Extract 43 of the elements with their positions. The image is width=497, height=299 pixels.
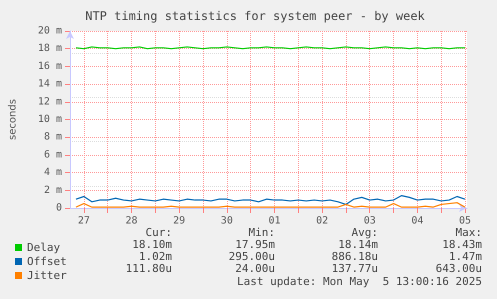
y-tick-label: 2 m bbox=[44, 184, 62, 196]
text: 643.00u bbox=[436, 262, 482, 275]
y-tick-label: 4 m bbox=[44, 167, 62, 178]
chart-title: NTP timing statistics for system peer - by week bbox=[85, 9, 426, 23]
legend-label: Offset bbox=[27, 255, 67, 268]
x-tick-label: 02 bbox=[316, 216, 328, 226]
text: Cur: bbox=[146, 226, 172, 239]
x-tick-label: 05 bbox=[458, 216, 472, 226]
text: Avg: bbox=[352, 226, 378, 239]
line-series bbox=[75, 195, 466, 206]
x-tick-label: 03 bbox=[364, 216, 376, 226]
legend-label: Jitter bbox=[27, 269, 68, 282]
text: 137.77u bbox=[332, 262, 378, 275]
x-tick-label: 27 bbox=[78, 216, 90, 226]
x-tick-label: 30 bbox=[220, 216, 233, 226]
x-tick-label: 29 bbox=[173, 216, 186, 226]
text: 18.14m bbox=[338, 238, 378, 251]
text: 17.95m bbox=[235, 238, 276, 251]
y-tick-label: 6 m bbox=[44, 149, 62, 160]
x-tick-label: 04 bbox=[411, 216, 424, 226]
y-tick-label: 16 m bbox=[38, 60, 62, 72]
y-tick-label: 20 m bbox=[38, 26, 62, 36]
x-tick-label: 01 bbox=[268, 216, 280, 226]
y-tick-label: 0 bbox=[56, 202, 62, 214]
text: Max: bbox=[456, 226, 482, 239]
text: Last update: Mon May 5 13:00:16 2025 bbox=[236, 275, 482, 288]
y-tick-label: 12 m bbox=[38, 96, 62, 108]
text: 1.47m bbox=[448, 250, 482, 263]
text: 886.18u bbox=[332, 250, 378, 263]
legend-label: Delay bbox=[27, 241, 60, 254]
text: 295.00u bbox=[228, 250, 275, 263]
y-tick-label: 18 m bbox=[38, 43, 62, 54]
y-axis-title: seconds bbox=[8, 99, 18, 140]
y-tick-label: 8 m bbox=[44, 132, 62, 143]
text: 18.43m bbox=[442, 238, 482, 251]
text: 24.00u bbox=[235, 262, 275, 275]
text: 111.80u bbox=[126, 262, 172, 275]
text: Min: bbox=[248, 226, 275, 239]
x-tick-label: 28 bbox=[126, 216, 138, 226]
text: 1.02m bbox=[138, 250, 172, 263]
y-tick-label: 10 m bbox=[38, 114, 62, 125]
y-tick-label: 14 m bbox=[38, 78, 62, 90]
text: 18.10m bbox=[132, 238, 172, 251]
